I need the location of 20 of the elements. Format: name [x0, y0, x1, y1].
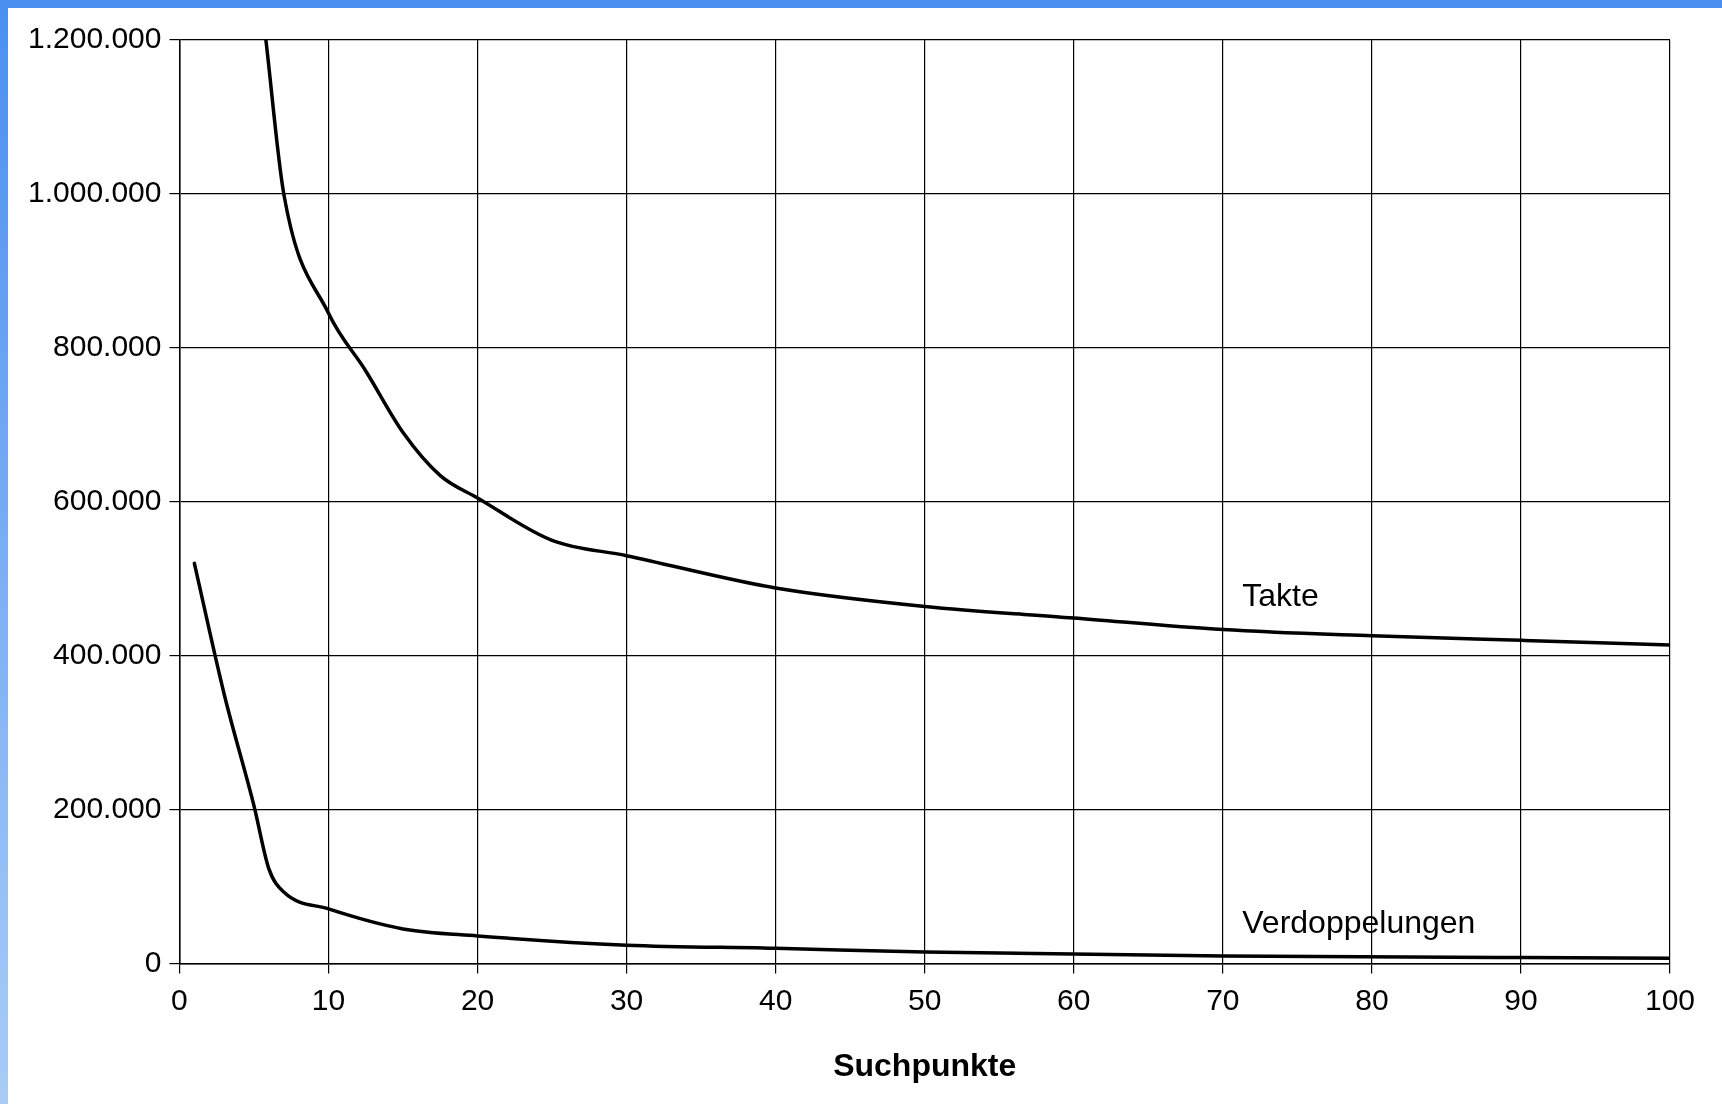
y-tick-label: 0	[144, 944, 162, 978]
x-tick-label: 40	[758, 982, 793, 1016]
x-axis-title: Suchpunkte	[833, 1046, 1017, 1083]
x-tick-label: 10	[311, 982, 346, 1016]
x-tick-label: 90	[1504, 982, 1538, 1016]
y-tick-label: 1.000.000	[27, 175, 162, 209]
y-tick-label: 1.200.000	[27, 21, 162, 55]
y-tick-label: 400.000	[53, 637, 162, 670]
series-label: Takte	[1242, 577, 1319, 614]
x-tick-label: 60	[1057, 982, 1091, 1016]
x-tick-label: 70	[1206, 982, 1240, 1016]
x-tick-label: 30	[609, 982, 644, 1016]
y-tick-label: 800.000	[53, 329, 162, 363]
x-tick-label: 100	[1644, 982, 1696, 1016]
x-tick-label: 20	[460, 982, 495, 1016]
x-tick-label: 80	[1355, 982, 1389, 1016]
y-tick-label: 200.000	[53, 790, 162, 824]
x-tick-label: 0	[171, 982, 188, 1016]
y-tick-label: 600.000	[53, 483, 162, 517]
x-tick-label: 50	[908, 982, 942, 1016]
